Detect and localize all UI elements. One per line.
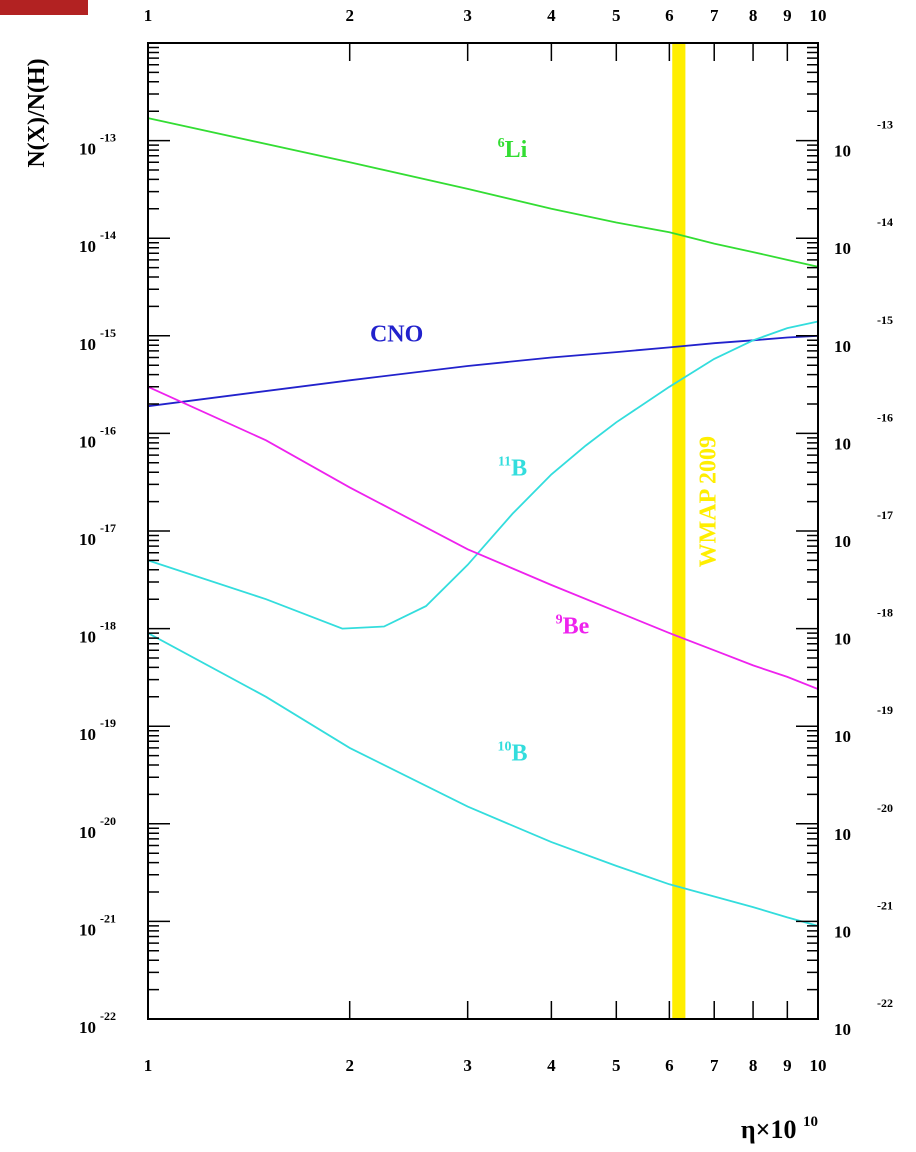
y-tick-label-left: 10-22 — [79, 1009, 116, 1037]
y-tick-label-left: 10-18 — [79, 619, 116, 647]
y-tick-label-left: 10-14 — [79, 228, 116, 256]
y-tick-label-right-exponent: -14 — [877, 215, 893, 229]
y-tick-label-left: 10-21 — [79, 911, 116, 939]
series-line-li6 — [147, 117, 819, 268]
x-tick-label-top: 2 — [345, 6, 354, 25]
x-tick-label-top: 4 — [547, 6, 556, 25]
x-axis-label-main: η×10 — [741, 1115, 797, 1144]
series-line-cno — [147, 334, 819, 408]
x-tick-label-bottom: 6 — [665, 1056, 674, 1075]
y-tick-label-right-exponent: -17 — [877, 508, 893, 522]
series-line-b10 — [147, 632, 819, 927]
wmap-band-label: WMAP 2009 — [695, 436, 721, 567]
y-tick-label-right: 10 — [834, 239, 851, 258]
y-tick-label-right: 10 — [834, 727, 851, 746]
x-tick-label-bottom: 2 — [345, 1056, 354, 1075]
x-tick-label-bottom: 8 — [749, 1056, 758, 1075]
y-tick-label-right-exponent: -18 — [877, 606, 893, 620]
x-tick-label-bottom: 5 — [612, 1056, 621, 1075]
series-label-b11: 11B — [498, 454, 527, 481]
y-tick-label-right-exponent: -16 — [877, 410, 893, 424]
x-axis-label: η×10 10 — [741, 1114, 818, 1144]
series-label-li6: 6Li — [498, 136, 528, 163]
y-axis-label: N(X)/N(H) — [24, 58, 50, 167]
series-line-b11 — [147, 320, 819, 630]
axis-ticks — [148, 43, 818, 1019]
y-tick-label-right-exponent: -13 — [877, 118, 893, 132]
series-label-be9: 9Be — [556, 612, 590, 639]
x-tick-label-bottom: 7 — [710, 1056, 719, 1075]
x-tick-label-bottom: 3 — [463, 1056, 472, 1075]
x-tick-label-bottom: 1 — [144, 1056, 153, 1075]
x-tick-label-bottom: 4 — [547, 1056, 556, 1075]
y-tick-label-left: 10-13 — [79, 131, 116, 159]
label-layer: 112233445566778899101010-1310-1310-1410-… — [79, 6, 893, 1075]
y-tick-label-right-exponent: -20 — [877, 801, 893, 815]
y-tick-label-right: 10 — [834, 1020, 851, 1039]
x-tick-label-top: 10 — [810, 6, 827, 25]
x-tick-label-bottom: 10 — [810, 1056, 827, 1075]
y-tick-label-right: 10 — [834, 922, 851, 941]
y-tick-label-right: 10 — [834, 142, 851, 161]
y-tick-label-right: 10 — [834, 532, 851, 551]
y-tick-label-left: 10-19 — [79, 716, 116, 744]
series-label-cno: CNO — [370, 322, 423, 348]
y-tick-label-right-exponent: -21 — [877, 898, 893, 912]
x-tick-label-top: 3 — [463, 6, 472, 25]
x-tick-label-top: 8 — [749, 6, 758, 25]
y-tick-label-left: 10-15 — [79, 326, 116, 354]
y-tick-label-right: 10 — [834, 337, 851, 356]
x-tick-label-bottom: 9 — [783, 1056, 792, 1075]
y-tick-label-right: 10 — [834, 825, 851, 844]
y-tick-label-right: 10 — [834, 434, 851, 453]
band-layer: WMAP 2009 — [672, 43, 721, 1019]
x-tick-label-top: 1 — [144, 6, 153, 25]
wmap-band — [672, 43, 686, 1019]
x-tick-label-top: 5 — [612, 6, 621, 25]
y-tick-label-right-exponent: -15 — [877, 313, 893, 327]
y-tick-label-right-exponent: -19 — [877, 703, 893, 717]
y-tick-label-left: 10-16 — [79, 423, 116, 451]
y-tick-label-right-exponent: -22 — [877, 996, 893, 1010]
y-tick-label-right: 10 — [834, 630, 851, 649]
x-tick-label-top: 9 — [783, 6, 792, 25]
x-tick-label-top: 7 — [710, 6, 719, 25]
series-label-b10: 10B — [498, 739, 528, 766]
y-tick-label-left: 10-20 — [79, 814, 116, 842]
x-tick-label-top: 6 — [665, 6, 674, 25]
tick-layer — [148, 43, 818, 1019]
series-layer — [147, 117, 819, 927]
x-axis-label-exponent: 10 — [803, 1114, 818, 1130]
series-line-be9 — [147, 385, 819, 690]
y-tick-label-left: 10-17 — [79, 521, 116, 549]
corner-tab — [0, 0, 88, 15]
